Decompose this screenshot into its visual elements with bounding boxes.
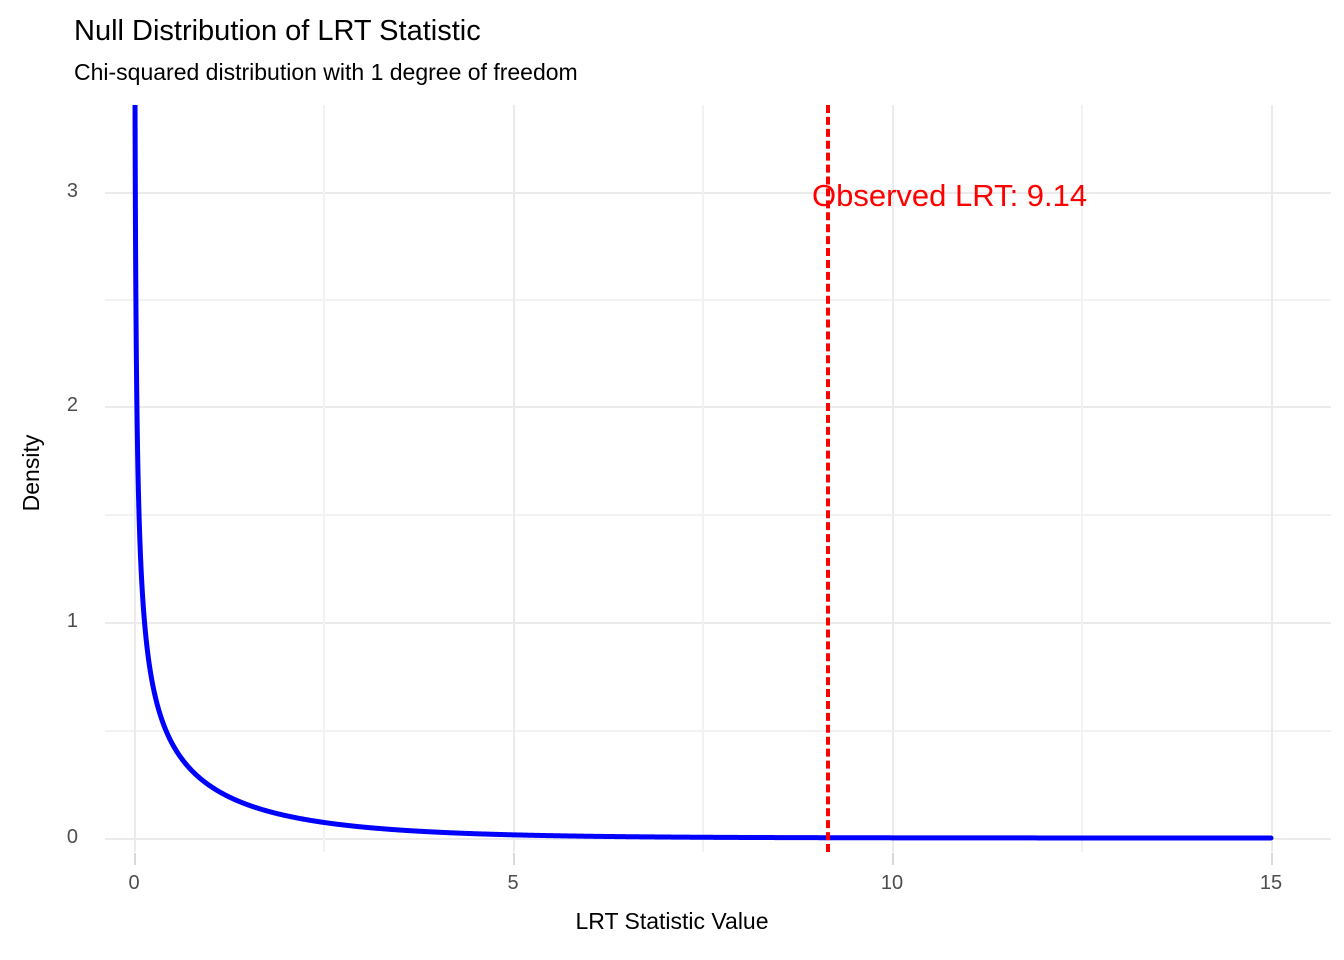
x-tickmark-10 bbox=[892, 853, 894, 865]
gridline-major-x-5 bbox=[513, 105, 515, 852]
x-axis-title: LRT Statistic Value bbox=[575, 908, 769, 934]
plot-panel bbox=[105, 105, 1331, 852]
gridline-major-x-0 bbox=[134, 105, 136, 852]
y-axis-title: Density bbox=[18, 434, 44, 512]
gridline-minor-x-2.5 bbox=[323, 105, 325, 852]
y-tick-label-0: 0 bbox=[66, 826, 78, 848]
gridline-minor-y-2.5 bbox=[105, 299, 1331, 301]
x-tick-label-5: 5 bbox=[507, 872, 519, 894]
gridline-major-y-3 bbox=[105, 192, 1331, 194]
observed-lrt-label: Observed LRT: 9.14 bbox=[812, 178, 1088, 213]
x-tickmark-15 bbox=[1271, 853, 1273, 865]
gridline-major-y-2 bbox=[105, 406, 1331, 408]
y-tick-label-1: 1 bbox=[66, 610, 78, 632]
x-tick-label-0: 0 bbox=[128, 872, 140, 894]
x-tickmark-5 bbox=[513, 853, 515, 865]
gridline-major-x-10 bbox=[892, 105, 894, 852]
observed-lrt-line bbox=[826, 105, 830, 852]
density-curve bbox=[132, 105, 1274, 841]
x-tick-label-10: 10 bbox=[880, 872, 904, 894]
x-tickmark-0 bbox=[134, 853, 136, 865]
gridline-minor-y-1.5 bbox=[105, 514, 1331, 516]
x-tick-label-15: 15 bbox=[1259, 872, 1283, 894]
y-tick-label-2: 2 bbox=[66, 394, 78, 416]
gridline-minor-x-7.5 bbox=[702, 105, 704, 852]
gridline-major-x-15 bbox=[1271, 105, 1273, 852]
chart-subtitle: Chi-squared distribution with 1 degree o… bbox=[74, 59, 578, 85]
gridline-major-y-1 bbox=[105, 622, 1331, 624]
gridline-minor-y-0.5 bbox=[105, 730, 1331, 732]
gridline-minor-x-12.5 bbox=[1081, 105, 1083, 852]
y-tick-label-3: 3 bbox=[66, 180, 78, 202]
chart-title: Null Distribution of LRT Statistic bbox=[74, 15, 481, 47]
